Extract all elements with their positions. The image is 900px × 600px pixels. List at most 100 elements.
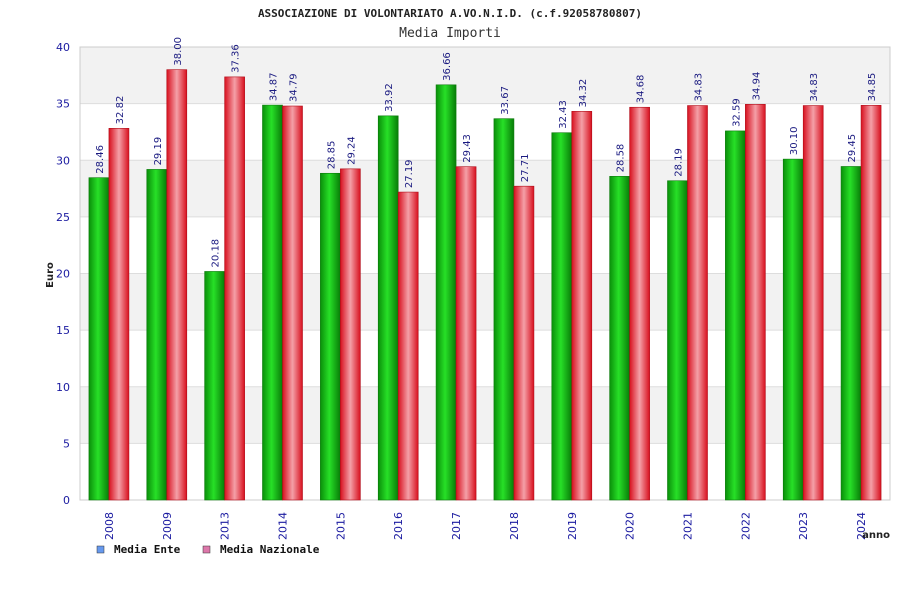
plot-band — [80, 103, 890, 161]
value-label: 34.68 — [636, 75, 647, 104]
bar-media-ente-2014 — [262, 104, 283, 501]
bar-media-nazionale-2014 — [282, 105, 303, 501]
value-label: 34.85 — [867, 73, 878, 102]
plot-band — [80, 216, 890, 274]
value-label: 32.82 — [115, 96, 126, 125]
value-label: 34.87 — [269, 72, 280, 101]
bar-media-nazionale-2009 — [166, 69, 188, 501]
bar-media-nazionale-2023 — [802, 105, 824, 501]
bar-media-nazionale-2017 — [455, 166, 477, 501]
bar-media-nazionale-2016 — [397, 191, 419, 501]
value-label: 33.92 — [384, 83, 395, 112]
x-axis-ticks: 2008 2009 2013 2014 2015 2016 2017 2018 2019 2020… — [103, 512, 868, 540]
x-tick-label: 2016 — [392, 512, 405, 540]
legend-label-media-ente: Media Ente — [114, 543, 181, 556]
bar-media-ente-2022 — [725, 130, 746, 501]
value-label: 27.19 — [404, 159, 415, 188]
legend-swatch-media-ente — [96, 545, 105, 554]
bar-media-nazionale-2020 — [629, 106, 650, 501]
value-label: 27.71 — [520, 154, 531, 183]
x-tick-label: 2008 — [103, 512, 116, 540]
value-label: 34.83 — [694, 73, 705, 102]
bar-media-nazionale-2018 — [513, 185, 535, 501]
bar-media-ente-2017 — [435, 84, 457, 501]
y-tick-label: 25 — [56, 211, 70, 224]
x-tick-label: 2018 — [508, 512, 521, 540]
y-axis-label: Euro — [45, 262, 56, 288]
y-tick-label: 20 — [56, 268, 70, 281]
x-tick-label: 2009 — [161, 512, 174, 540]
bar-media-ente-2019 — [551, 132, 573, 501]
bar-media-ente-2018 — [493, 118, 515, 501]
bars — [88, 69, 882, 501]
legend: Media Ente Media Nazionale — [96, 543, 320, 556]
y-tick-label: 40 — [56, 41, 70, 54]
plot-band — [80, 386, 890, 444]
bar-media-nazionale-2015 — [340, 168, 361, 501]
value-label: 29.43 — [462, 134, 473, 163]
value-label: 37.36 — [231, 44, 242, 73]
value-label: 28.46 — [95, 145, 106, 174]
y-tick-label: 15 — [56, 324, 70, 337]
value-label: 34.32 — [578, 79, 589, 108]
x-tick-label: 2023 — [797, 512, 810, 540]
y-axis-ticks: 0 5 10 15 20 25 30 35 40 — [56, 41, 70, 507]
value-label: 33.67 — [500, 86, 511, 115]
y-tick-label: 35 — [56, 98, 70, 111]
plot-band — [80, 330, 890, 387]
bar-media-nazionale-2008 — [108, 128, 130, 501]
value-label: 34.94 — [751, 72, 762, 101]
x-tick-label: 2015 — [334, 512, 347, 540]
bar-media-ente-2024 — [840, 166, 862, 501]
bar-media-ente-2021 — [667, 180, 688, 501]
bar-media-nazionale-2024 — [860, 105, 882, 501]
bar-media-ente-2013 — [204, 271, 225, 501]
value-label: 30.10 — [789, 126, 800, 155]
plot-band — [80, 443, 890, 500]
bar-media-ente-2016 — [377, 115, 399, 501]
plot-frame — [79, 46, 891, 501]
chart-title: ASSOCIAZIONE DI VOLONTARIATO A.VO.N.I.D.… — [258, 7, 642, 20]
value-label: 36.66 — [442, 52, 453, 81]
value-label: 34.83 — [809, 73, 820, 102]
value-label: 28.19 — [674, 148, 685, 177]
x-tick-label: 2022 — [739, 512, 752, 540]
bar-media-ente-2015 — [320, 172, 341, 501]
y-tick-label: 0 — [63, 494, 70, 507]
bar-media-nazionale-2013 — [224, 76, 245, 501]
bar-media-nazionale-2019 — [571, 111, 593, 501]
x-axis-label: anno — [862, 530, 890, 541]
x-tick-label: 2019 — [566, 512, 579, 540]
bar-media-ente-2009 — [146, 169, 168, 501]
legend-label-media-nazionale: Media Nazionale — [220, 543, 320, 556]
y-tick-label: 5 — [63, 437, 70, 450]
value-label: 34.79 — [289, 73, 300, 102]
bar-media-ente-2023 — [782, 158, 804, 501]
value-label: 32.59 — [731, 98, 742, 127]
bar-media-ente-2008 — [88, 177, 110, 501]
value-label: 29.24 — [346, 136, 357, 165]
value-label: 29.45 — [847, 134, 858, 163]
value-label: 38.00 — [173, 37, 184, 66]
plot-band — [80, 273, 890, 331]
value-label: 32.43 — [558, 100, 569, 129]
x-tick-label: 2017 — [450, 512, 463, 540]
value-label: 29.19 — [153, 137, 164, 166]
x-tick-label: 2013 — [219, 512, 232, 540]
y-tick-label: 30 — [56, 154, 70, 167]
plot-band — [80, 160, 890, 217]
x-tick-label: 2024 — [855, 512, 868, 540]
y-tick-label: 10 — [56, 381, 70, 394]
x-tick-label: 2021 — [682, 512, 695, 540]
bar-media-nazionale-2022 — [745, 104, 766, 501]
x-tick-label: 2014 — [277, 512, 290, 540]
chart-subtitle: Media Importi — [399, 26, 501, 41]
legend-swatch-media-nazionale — [202, 545, 211, 554]
plot-band — [80, 47, 890, 104]
bar-media-nazionale-2021 — [687, 105, 708, 501]
bar-media-ente-2020 — [609, 176, 630, 501]
value-label: 20.18 — [211, 239, 222, 268]
value-label: 28.85 — [326, 141, 337, 170]
value-labels: 28.46 32.82 29.19 38.00 20.18 37.36 34.87 34.79… — [95, 37, 878, 267]
